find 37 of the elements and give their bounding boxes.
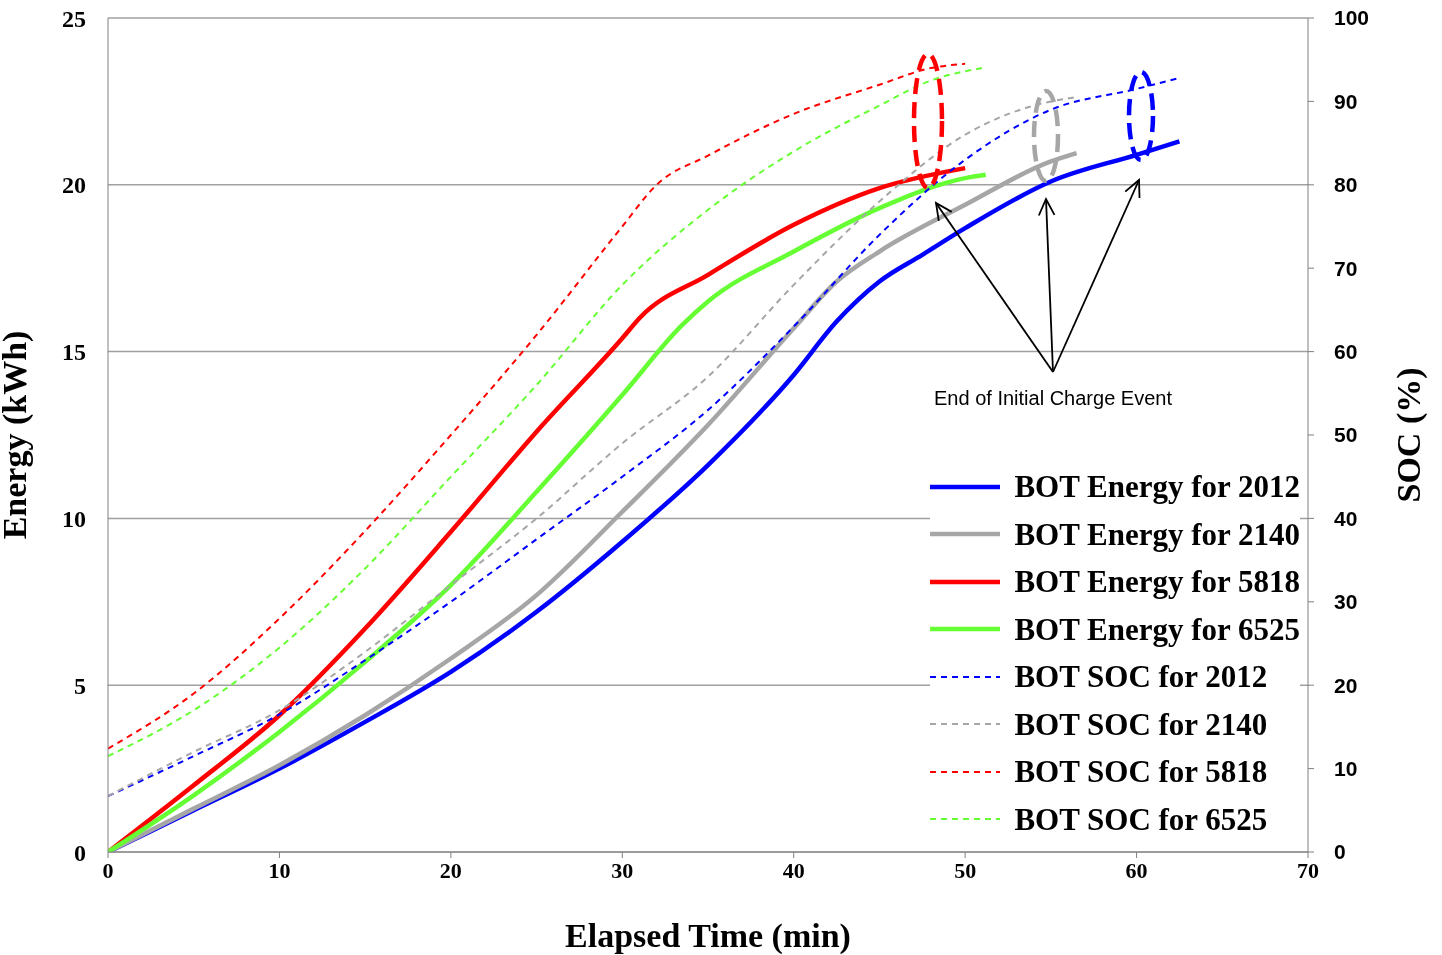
y-tick-label: 10	[62, 505, 86, 532]
x-tick-label: 60	[1125, 857, 1148, 883]
y-tick-label: 15	[62, 339, 86, 366]
y2-tick-label: 70	[1334, 256, 1358, 280]
x-tick-label: 50	[954, 857, 977, 883]
y2-tick-label: 40	[1334, 506, 1358, 530]
y2-tick-label: 80	[1334, 173, 1358, 197]
annotation: End of Initial Charge Event	[934, 387, 1173, 409]
y2-tick-label: 0	[1334, 840, 1346, 864]
y-tick-label: 20	[62, 172, 86, 199]
y2-tick-label: 90	[1334, 89, 1358, 113]
x-axis-title: Elapsed Time (min)	[565, 917, 851, 955]
y2-tick-label: 10	[1334, 757, 1358, 781]
legend-label: BOT Energy for 2140	[1014, 515, 1300, 554]
x-tick-label: 70	[1297, 857, 1319, 883]
legend-label: BOT Energy for 6525	[1014, 610, 1300, 649]
y2-tick-label: 50	[1334, 423, 1358, 447]
y2-tick-label: 20	[1334, 673, 1358, 697]
legend-label: BOT SOC for 6525	[1014, 800, 1268, 839]
y2-tick-label: 30	[1334, 590, 1358, 614]
legend-label: BOT SOC for 5818	[1014, 753, 1268, 791]
legend-label: BOT Energy for 5818	[1014, 563, 1300, 601]
legend-label: BOT Energy for 2012	[1014, 468, 1300, 506]
y-tick-label: 0	[74, 839, 86, 866]
y-tick-label: 25	[62, 5, 86, 32]
x-tick-label: 20	[439, 857, 462, 883]
y2-axis-title: SOC (%)	[1390, 367, 1429, 503]
x-tick-label: 30	[611, 857, 634, 883]
y-tick-label: 5	[74, 672, 86, 699]
legend-label: BOT SOC for 2140	[1014, 705, 1268, 744]
x-tick-label: 10	[268, 857, 291, 883]
x-tick-label: 0	[102, 857, 114, 883]
legend-label: BOT SOC for 2012	[1014, 658, 1268, 696]
y2-tick-label: 60	[1334, 340, 1358, 364]
x-tick-label: 40	[782, 857, 805, 883]
y-axis-title: Energy (kWh)	[0, 330, 35, 540]
y2-tick-label: 100	[1334, 6, 1370, 30]
